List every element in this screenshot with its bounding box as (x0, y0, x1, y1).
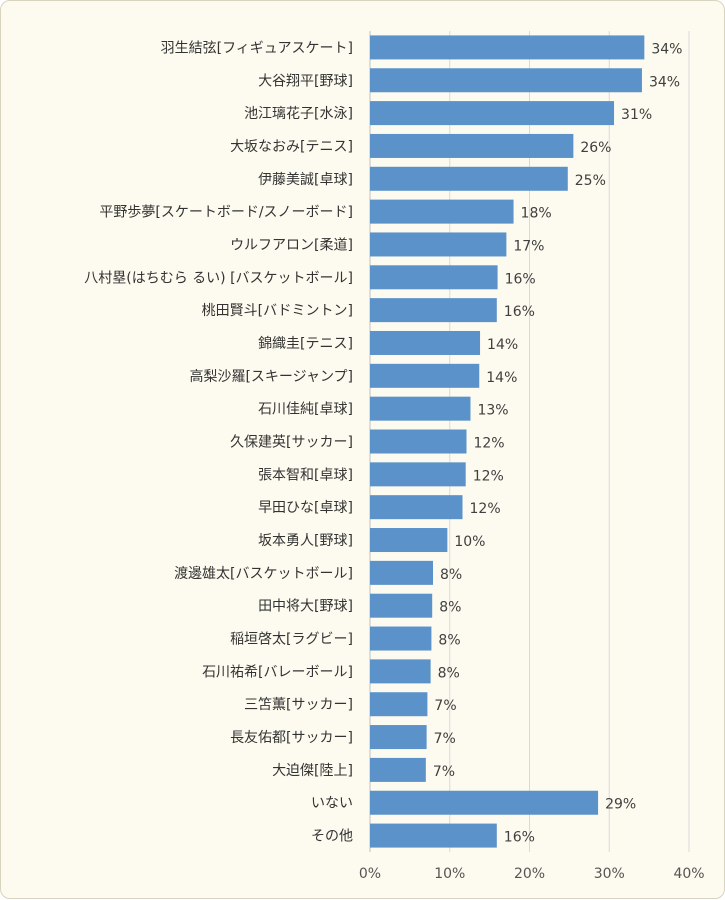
category-label: 八村塁(はちむら るい) [バスケットボール] (84, 270, 353, 286)
category-label: 大坂なおみ[テニス] (230, 139, 353, 155)
bar (370, 757, 426, 782)
bar (370, 462, 466, 487)
data-label: 31% (621, 107, 652, 123)
category-label: 石川佳純[卓球] (258, 402, 353, 418)
category-label: 張本智和[卓球] (258, 467, 353, 483)
data-label: 26% (580, 140, 611, 156)
category-label: 久保建英[サッカー] (230, 434, 353, 451)
category-label: その他 (311, 829, 353, 845)
bar (370, 692, 428, 717)
data-label: 14% (487, 337, 518, 353)
bar (370, 725, 427, 750)
bar (370, 396, 471, 421)
data-label: 16% (504, 830, 535, 846)
category-label: 伊藤美誠[卓球] (258, 172, 353, 188)
x-tick-label: 40% (673, 866, 704, 882)
bar (370, 823, 497, 848)
bar (370, 790, 599, 815)
category-label: ウルフアロン[柔道] (230, 237, 353, 253)
category-label: 田中将大[野球] (258, 599, 353, 615)
bar (370, 659, 431, 684)
category-label: 石川祐希[バレーボール] (202, 664, 353, 680)
bar (370, 133, 574, 158)
bar (370, 626, 432, 651)
data-label: 16% (504, 304, 535, 320)
data-label: 18% (521, 206, 552, 222)
category-label: 渡邊雄太[バスケットボール] (174, 566, 353, 582)
category-label: 坂本勇人[野球] (258, 533, 353, 549)
data-label: 17% (513, 238, 544, 254)
category-label: 長友佑都[サッカー] (230, 730, 353, 746)
data-label: 34% (651, 41, 682, 57)
category-label: 池江璃花子[水泳] (244, 105, 353, 122)
bar (370, 330, 481, 355)
category-label: 稲垣啓太[ラグビー] (230, 632, 353, 648)
data-label: 7% (434, 698, 456, 714)
data-label: 29% (605, 797, 636, 813)
bar (370, 495, 463, 520)
data-label: 34% (649, 74, 680, 90)
category-label: 大谷翔平[野球] (258, 73, 353, 89)
data-label: 7% (434, 731, 456, 747)
data-label: 8% (439, 600, 461, 616)
bar (370, 232, 507, 257)
bar (370, 101, 615, 126)
data-label: 14% (486, 370, 517, 386)
data-label: 8% (438, 665, 460, 681)
data-label: 12% (470, 501, 501, 517)
bar (370, 298, 497, 323)
x-tick-label: 30% (594, 866, 625, 882)
category-label: 平野歩夢[スケートボード/スノーボード] (99, 205, 353, 221)
bar (370, 35, 645, 60)
data-label: 12% (473, 468, 504, 484)
x-tick-label: 10% (434, 866, 465, 882)
bar (370, 68, 642, 93)
bar (370, 199, 514, 224)
bar (370, 363, 480, 388)
data-label: 8% (438, 633, 460, 649)
category-label: 錦織圭[テニス] (258, 335, 353, 352)
data-label: 13% (477, 403, 508, 419)
bar (370, 166, 568, 191)
category-label: 桃田賢斗[バドミントン] (202, 303, 353, 319)
bar (370, 528, 448, 553)
data-label: 12% (473, 436, 504, 452)
bar (370, 265, 498, 290)
category-label: 高梨沙羅[スキージャンプ] (189, 368, 353, 385)
bar (370, 593, 433, 618)
bar (370, 560, 434, 585)
data-label: 8% (440, 567, 462, 583)
category-label: いない (311, 796, 353, 812)
data-label: 10% (454, 534, 485, 550)
data-label: 16% (505, 271, 536, 287)
category-label: 大迫傑[陸上] (272, 763, 353, 779)
data-label: 7% (433, 764, 455, 780)
data-label: 25% (575, 173, 606, 189)
category-label: 早田ひな[卓球] (258, 500, 353, 516)
bar (370, 429, 467, 454)
category-label: 三笘薫[サッカー] (244, 697, 353, 713)
x-tick-label: 0% (359, 866, 381, 882)
category-label: 羽生結弦[フィギュアスケート] (161, 40, 353, 56)
x-tick-label: 20% (514, 866, 545, 882)
